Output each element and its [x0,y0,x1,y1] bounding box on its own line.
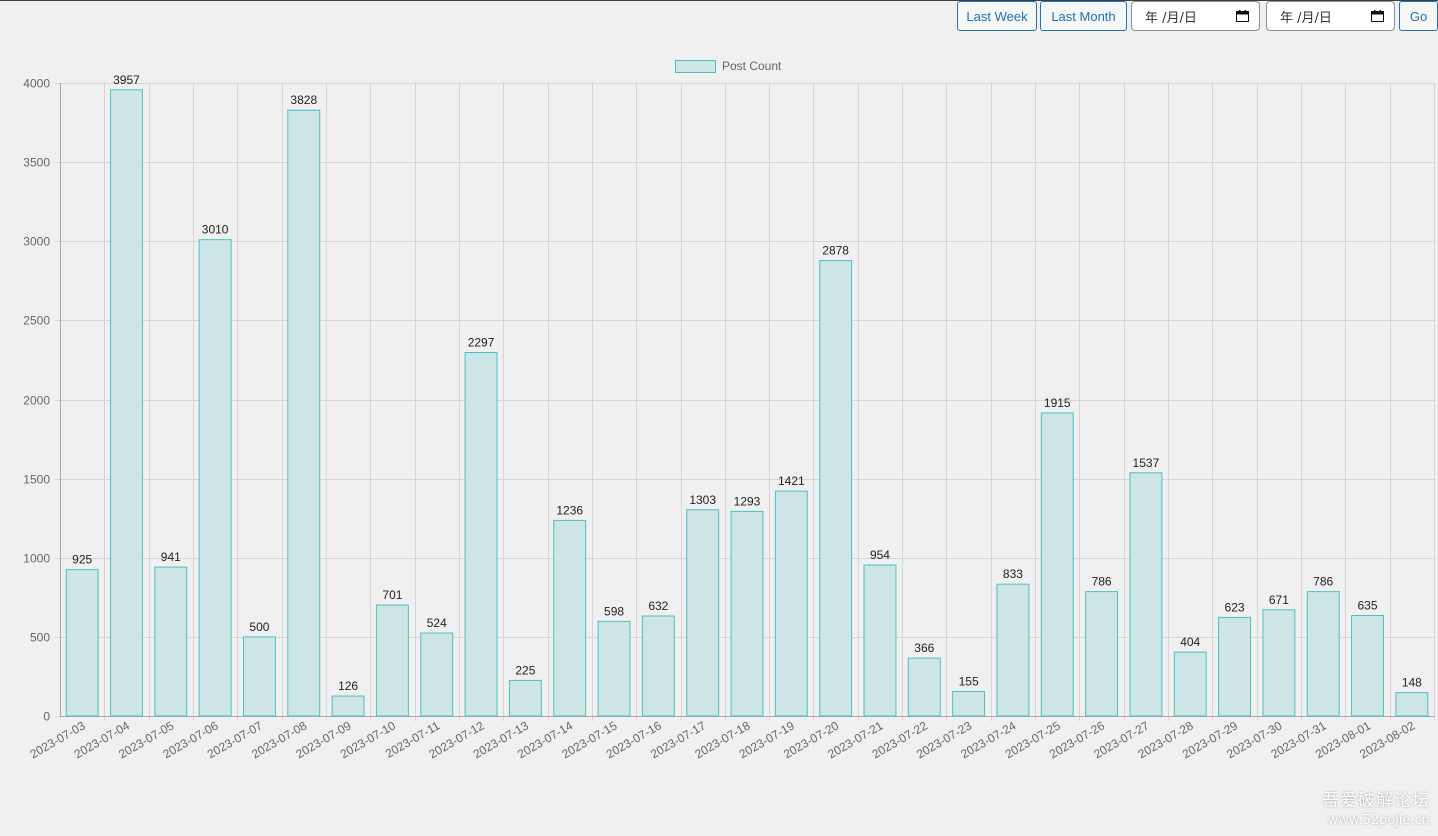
bar-value-label: 623 [1225,600,1245,614]
go-button[interactable]: Go [1399,1,1438,31]
bar [65,569,99,717]
bar [996,583,1030,717]
bar-value-label: 635 [1358,599,1378,613]
bar-value-label: 1915 [1044,396,1071,410]
bar [907,657,941,717]
bar-value-label: 786 [1313,575,1333,589]
bar [1129,472,1163,717]
bar-value-label: 126 [338,679,358,693]
calendar-icon[interactable] [1371,10,1384,22]
bar-value-label: 3957 [113,73,140,87]
bar [1306,591,1340,717]
bar-value-label: 1293 [734,494,761,508]
bar-value-label: 524 [427,616,447,630]
y-tick-label: 3000 [23,235,50,249]
y-tick-label: 4000 [23,77,50,91]
y-tick-label: 1500 [23,473,50,487]
y-tick-label: 1000 [23,552,50,566]
bar-value-label: 225 [515,663,535,677]
bar [597,620,631,717]
y-tick-label: 2000 [23,394,50,408]
bar-value-label: 3828 [290,93,317,107]
bar-value-label: 500 [249,620,269,634]
bar [553,519,587,717]
bar-value-label: 2878 [822,244,849,258]
bar [420,632,454,717]
bar [863,564,897,717]
bar [641,615,675,717]
bar [1218,616,1252,717]
watermark: 吾爱破解论坛 www.52pojie.cn [1322,786,1430,828]
bar [154,566,188,717]
start-date-placeholder: 年 /月/日 [1145,10,1197,26]
bar-value-label: 941 [161,550,181,564]
bar [1040,412,1074,717]
bar-value-label: 148 [1402,676,1422,690]
bar [1395,692,1429,717]
bar [1262,609,1296,717]
y-tick-label: 2500 [23,314,50,328]
last-week-button[interactable]: Last Week [957,1,1037,31]
bar-value-label: 1236 [556,503,583,517]
bar-value-label: 1537 [1133,456,1160,470]
bar [1351,615,1384,717]
legend-swatch [675,60,716,73]
bar [819,260,853,717]
bar-value-label: 833 [1003,567,1023,581]
end-date-input[interactable]: 年 /月/日 [1266,1,1395,31]
bar [331,695,365,717]
bar [1173,651,1207,717]
start-date-input[interactable]: 年 /月/日 [1131,1,1260,31]
bar-value-label: 1421 [778,474,805,488]
bar-value-label: 671 [1269,593,1289,607]
watermark-title: 吾爱破解论坛 [1322,791,1430,811]
bar [774,490,808,717]
bar [110,89,143,717]
bar-value-label: 3010 [202,223,229,237]
bar [198,239,232,717]
legend-label: Post Count [722,59,782,73]
bar [287,109,321,717]
y-tick-label: 0 [43,710,50,724]
bar-value-label: 954 [870,548,890,562]
bar-value-label: 155 [959,674,979,688]
y-tick-label: 500 [30,631,50,645]
y-tick-label: 3500 [23,156,50,170]
bar-value-label: 701 [382,588,402,602]
bar-value-label: 366 [914,641,934,655]
bar-value-label: 598 [604,604,624,618]
bar-value-label: 925 [72,553,92,567]
bar [508,679,542,717]
bar-value-label: 2297 [468,335,495,349]
calendar-icon[interactable] [1236,10,1249,22]
bar [1085,591,1119,717]
end-date-placeholder: 年 /月/日 [1280,10,1332,26]
bar [242,636,276,717]
last-month-button[interactable]: Last Month [1040,1,1127,31]
bar-value-label: 1303 [689,493,716,507]
bar [686,509,720,717]
bar-value-label: 786 [1092,575,1112,589]
bar [952,690,986,717]
watermark-url: www.52pojie.cn [1327,813,1430,828]
bar [730,510,764,717]
bar-value-label: 404 [1180,635,1200,649]
bar [464,351,498,717]
window-top-border [0,0,1438,1]
bar-value-label: 632 [648,599,668,613]
bar [375,604,409,717]
